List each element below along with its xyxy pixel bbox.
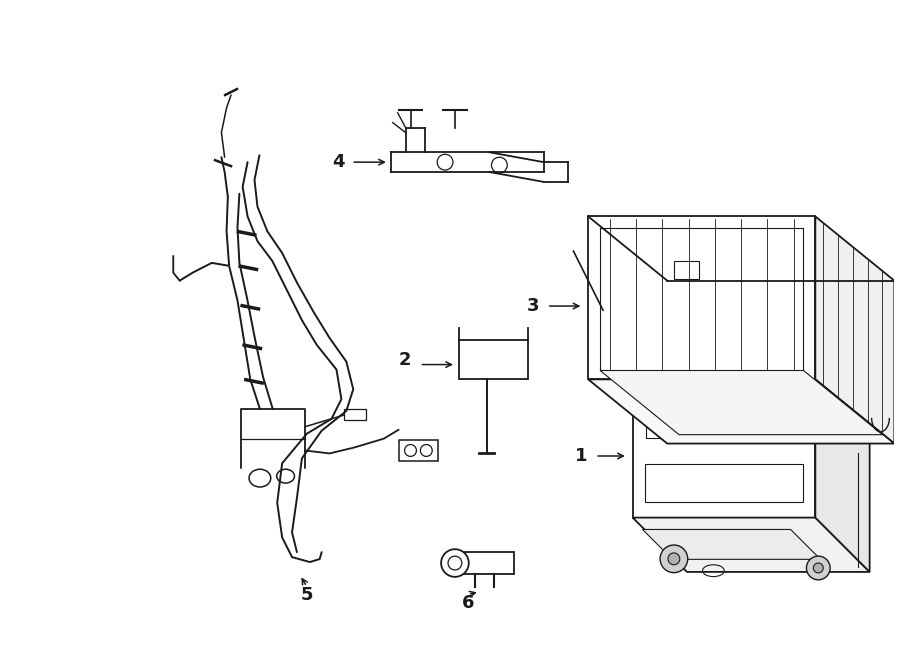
Text: 3: 3 [526,297,539,315]
Polygon shape [589,379,895,444]
Circle shape [668,553,680,564]
Text: 6: 6 [462,594,474,611]
Text: 5: 5 [301,586,313,603]
Circle shape [814,563,824,573]
Circle shape [660,545,688,572]
Polygon shape [633,389,815,518]
Polygon shape [815,216,895,444]
Polygon shape [589,216,815,379]
Text: 1: 1 [575,447,588,465]
Text: 4: 4 [332,153,345,171]
Polygon shape [815,389,869,572]
Polygon shape [633,518,869,572]
Circle shape [806,556,830,580]
Circle shape [441,549,469,577]
Polygon shape [643,529,821,559]
Polygon shape [600,370,883,435]
Text: 2: 2 [399,350,410,369]
